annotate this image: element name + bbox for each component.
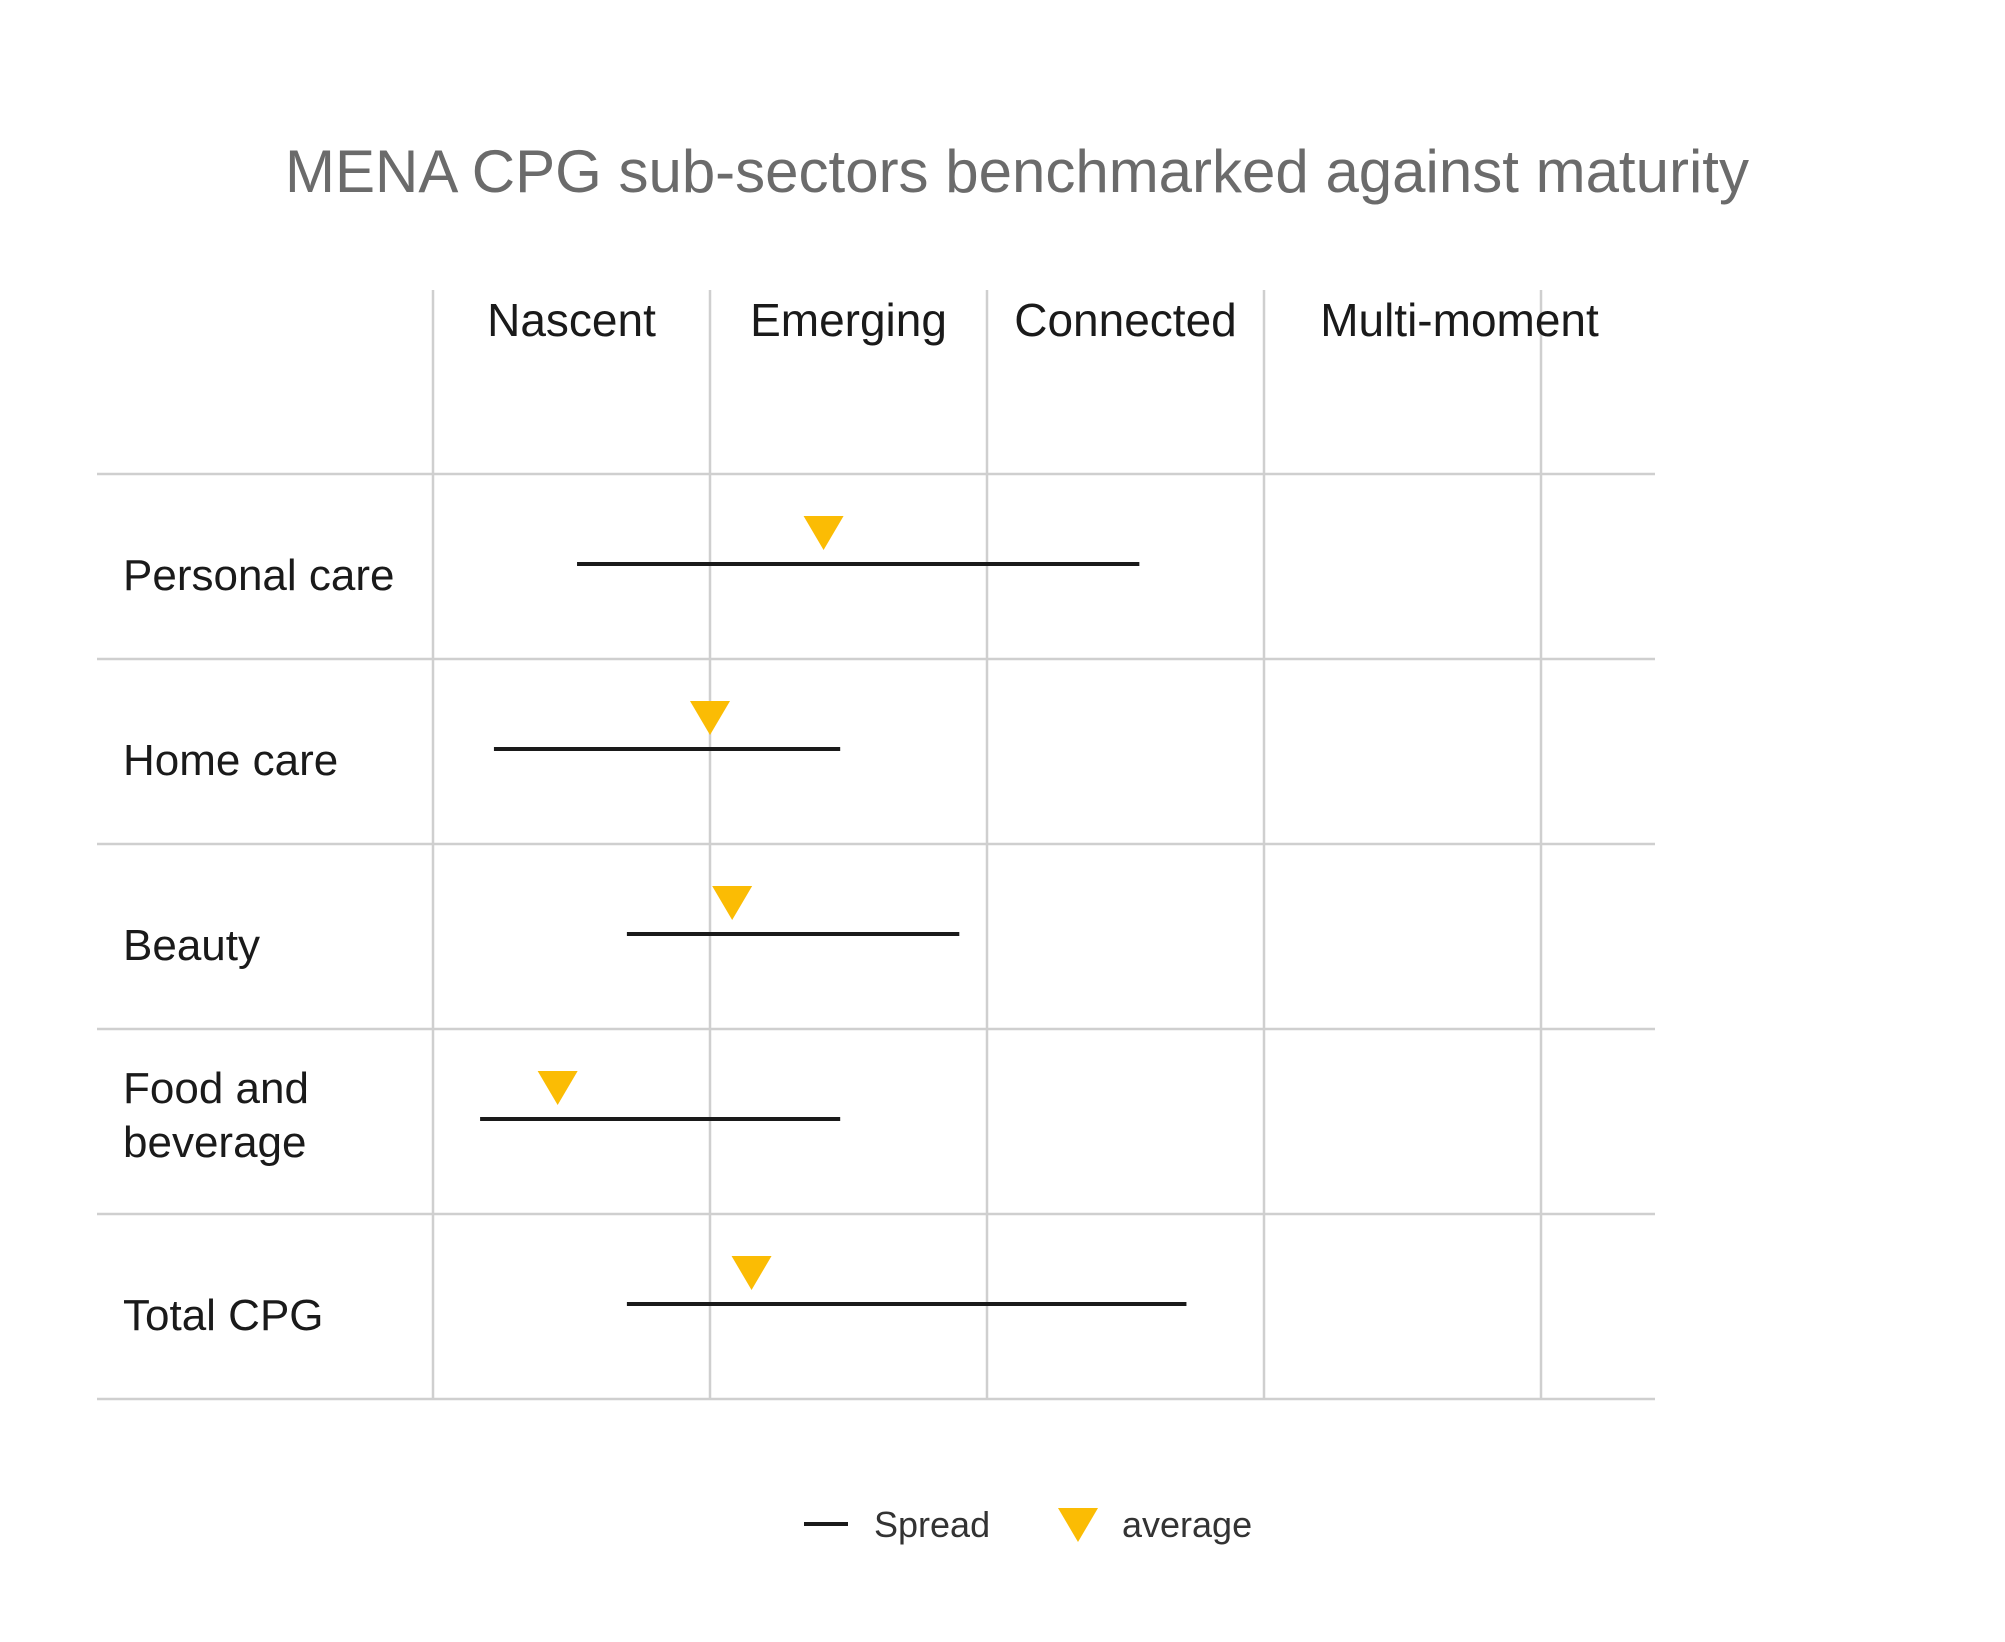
marks bbox=[480, 516, 1187, 1306]
legend-average-swatch bbox=[1058, 1508, 1098, 1542]
row-label: Total CPG bbox=[123, 1291, 324, 1340]
stage-labels: Nascent Emerging Connected Multi-moment bbox=[487, 294, 1599, 346]
stage-label: Nascent bbox=[487, 294, 656, 346]
row-label: Home care bbox=[123, 736, 338, 785]
legend-spread-label: Spread bbox=[874, 1504, 990, 1545]
average-marker bbox=[537, 1071, 578, 1105]
stage-label: Connected bbox=[1014, 294, 1237, 346]
average-marker bbox=[712, 886, 753, 920]
row-label: Personal care bbox=[123, 551, 394, 600]
legend-average-label: average bbox=[1122, 1504, 1252, 1545]
stage-label: Multi-moment bbox=[1320, 294, 1599, 346]
average-marker bbox=[803, 516, 844, 550]
row-label: Food and beverage bbox=[123, 1064, 309, 1167]
average-marker bbox=[731, 1256, 772, 1290]
row-label: Beauty bbox=[123, 921, 260, 970]
legend: Spread average bbox=[804, 1504, 1252, 1545]
stage-label: Emerging bbox=[750, 294, 947, 346]
row-labels: Personal care Home care Beauty Food and beve… bbox=[123, 551, 394, 1340]
average-marker bbox=[690, 701, 730, 735]
chart-title: MENA CPG sub-sectors benchmarked against… bbox=[285, 138, 1749, 205]
grid bbox=[97, 290, 1655, 1401]
